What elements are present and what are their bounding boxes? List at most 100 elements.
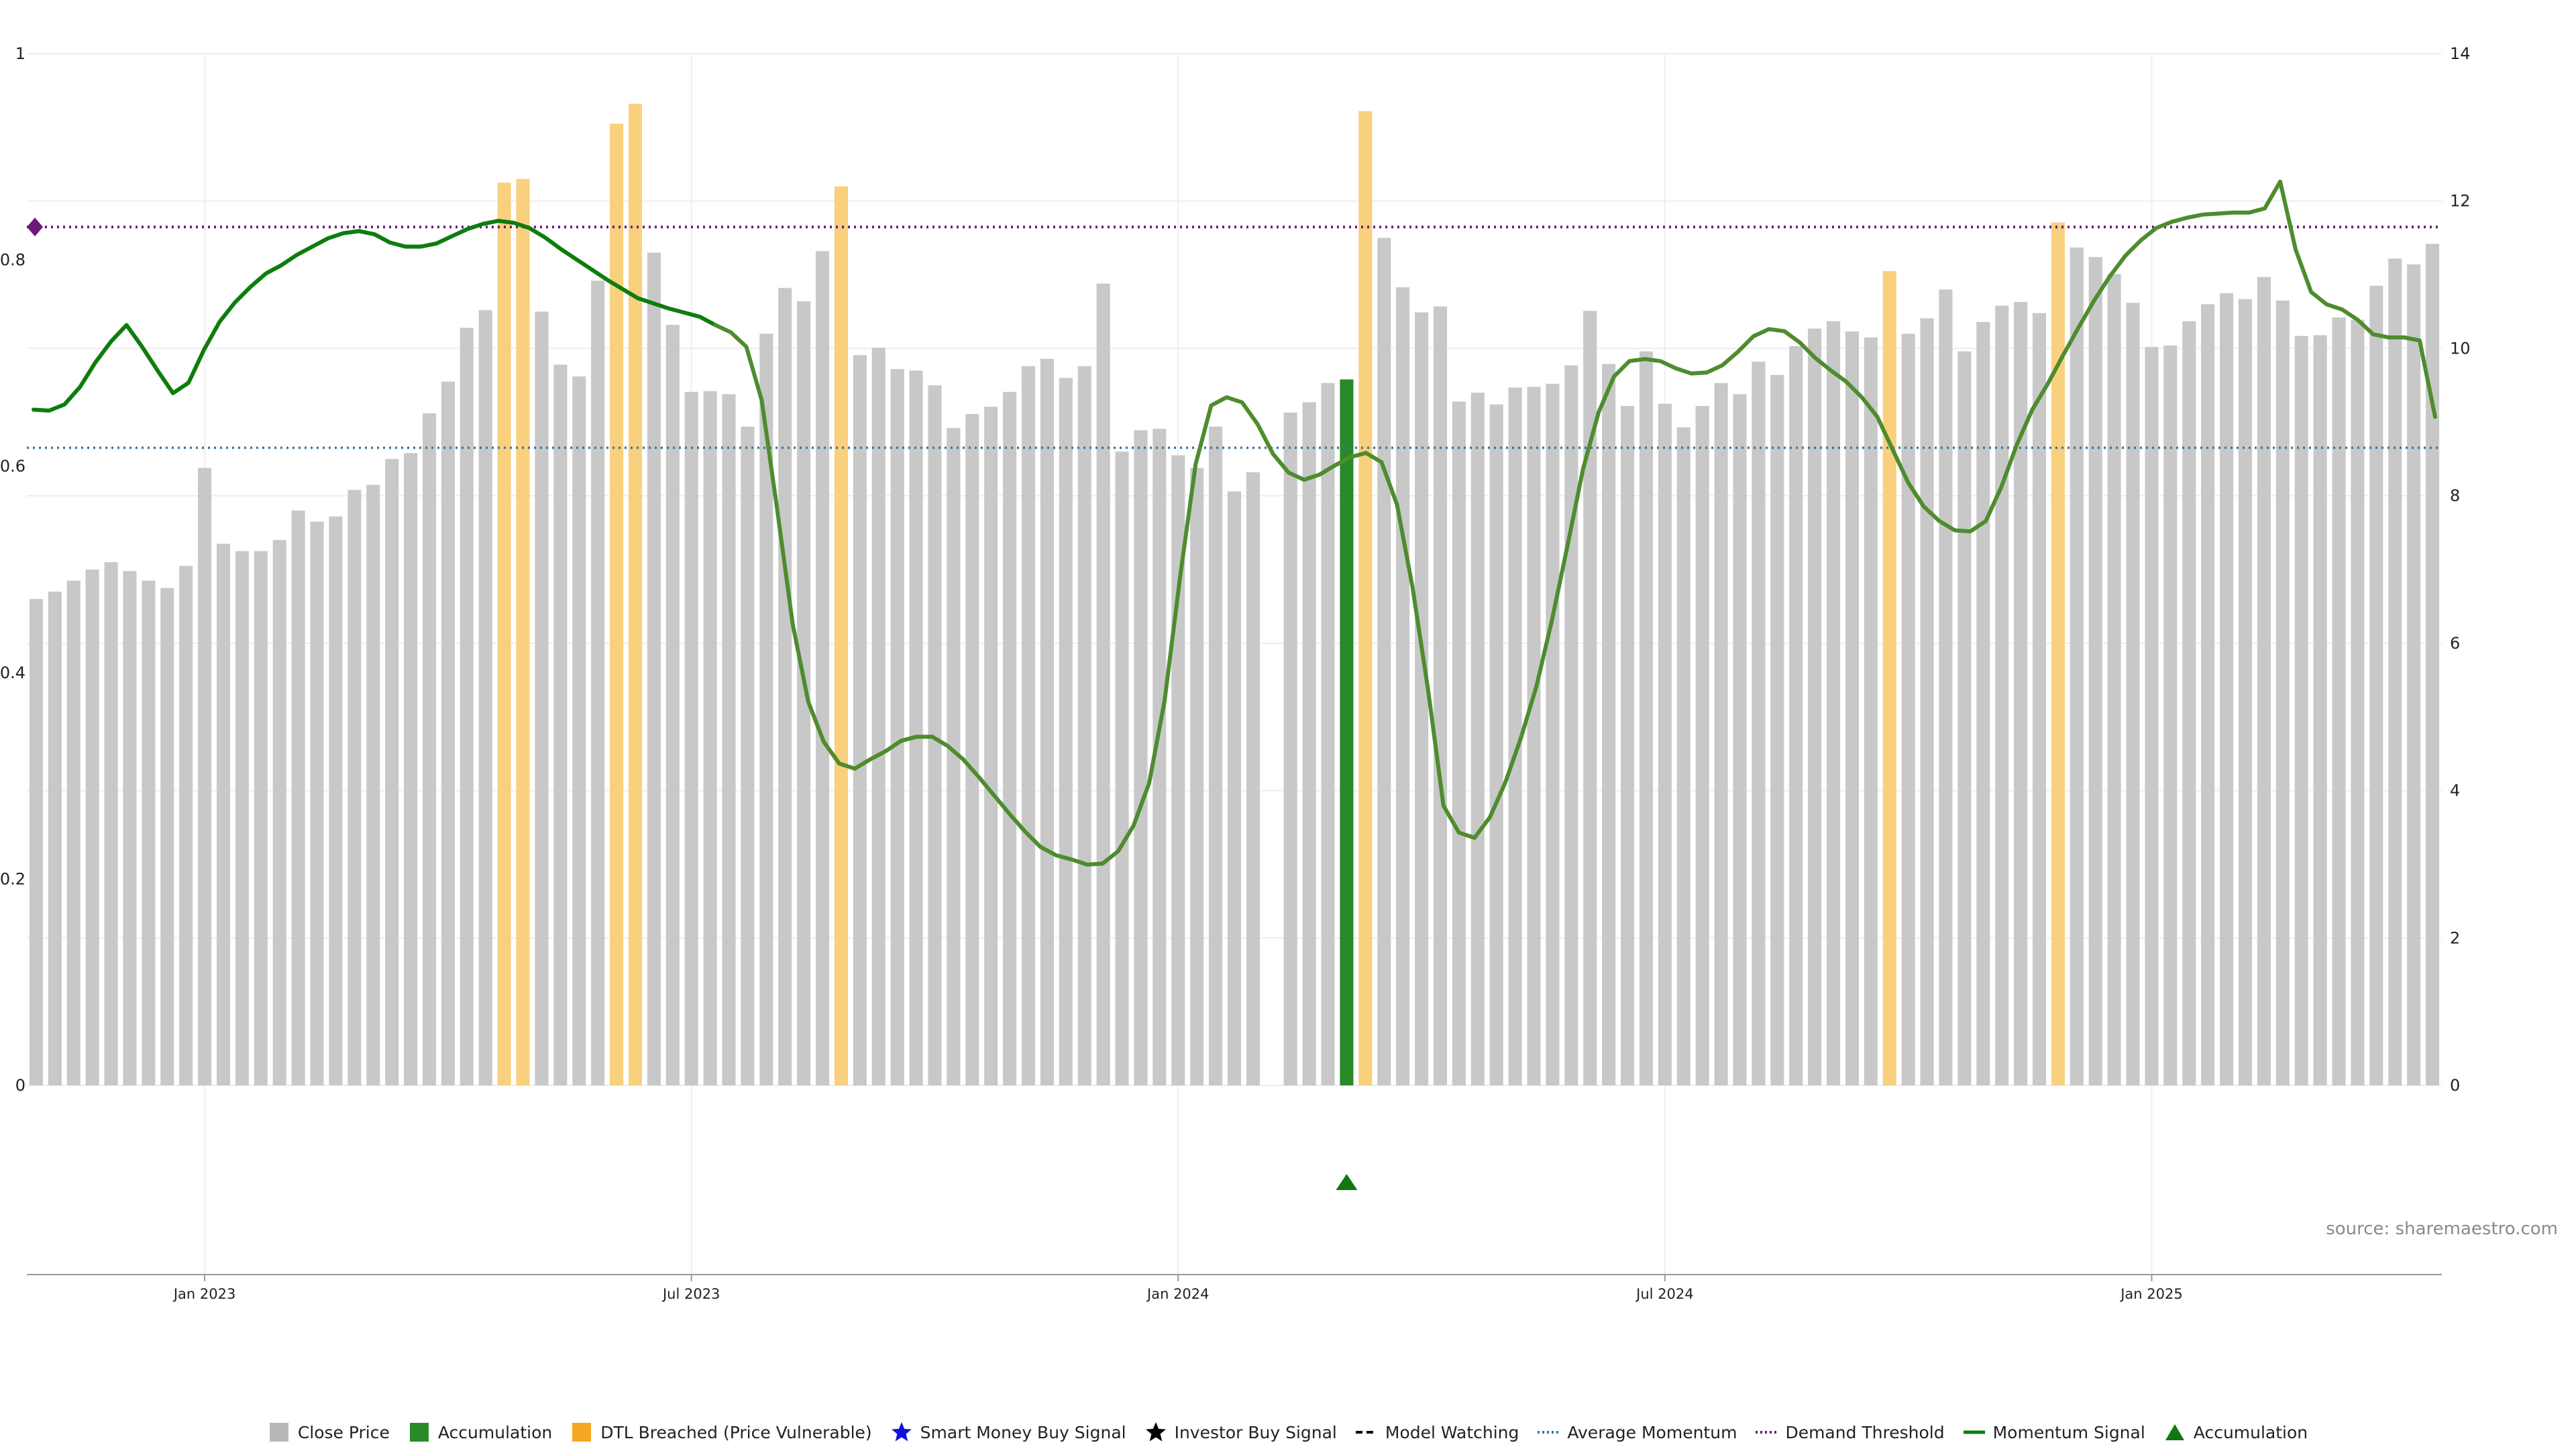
- price-bar: [2088, 257, 2102, 1086]
- left-tick-label: 0.6: [0, 457, 25, 476]
- right-tick-label: 4: [2450, 782, 2460, 800]
- price-bar: [1920, 318, 1934, 1085]
- legend-item: Investor Buy Signal: [1145, 1421, 1337, 1443]
- price-bar: [441, 381, 455, 1085]
- price-bar: [310, 521, 324, 1085]
- price-bar: [816, 251, 830, 1086]
- star-icon: [1145, 1421, 1167, 1443]
- right-tick-label: 8: [2450, 486, 2460, 505]
- price-bar: [1358, 111, 1373, 1085]
- price-bar: [722, 394, 736, 1085]
- legend-label: Accumulation: [437, 1422, 553, 1442]
- legend-item: Model Watching: [1355, 1421, 1519, 1443]
- price-bar: [216, 543, 231, 1085]
- price-bar: [1658, 403, 1672, 1085]
- price-bar: [2407, 264, 2421, 1086]
- legend-item: Accumulation: [409, 1421, 552, 1443]
- price-bar: [422, 413, 437, 1085]
- price-bar: [871, 347, 885, 1085]
- price-bar: [29, 598, 43, 1085]
- price-bar: [516, 178, 530, 1086]
- price-bar: [2388, 258, 2402, 1086]
- star-icon: [891, 1421, 912, 1443]
- price-bar: [1976, 321, 1990, 1085]
- price-bar: [1059, 378, 1073, 1086]
- price-bar: [1283, 413, 1297, 1085]
- price-bar: [1808, 328, 1822, 1086]
- price-bar: [2145, 347, 2159, 1085]
- price-bar: [1789, 346, 1803, 1086]
- price-bar: [142, 580, 156, 1085]
- price-bar: [1770, 374, 1784, 1085]
- left-tick-label: 0.8: [0, 251, 25, 270]
- accumulation-triangle-marker: [1336, 1174, 1358, 1190]
- price-bar: [2126, 303, 2140, 1085]
- price-bar: [1527, 386, 1541, 1086]
- right-tick-label: 6: [2450, 634, 2460, 653]
- triangle-icon: [2164, 1421, 2186, 1443]
- price-bar: [1639, 351, 1653, 1085]
- legend-label: Accumulation: [2193, 1422, 2308, 1442]
- price-bar: [1546, 384, 1560, 1086]
- dotted-line-icon: [1538, 1421, 1560, 1443]
- price-bar: [1676, 427, 1690, 1085]
- right-tick-label: 12: [2450, 192, 2471, 211]
- legend-label: Average Momentum: [1567, 1422, 1737, 1442]
- price-bar: [1901, 333, 1915, 1085]
- legend-item: Close Price: [268, 1421, 390, 1443]
- price-bar: [1602, 364, 1616, 1086]
- left-tick-label: 0.4: [0, 663, 25, 682]
- legend-label: Model Watching: [1385, 1422, 1519, 1442]
- price-bar: [797, 301, 811, 1085]
- price-bar: [1845, 331, 1859, 1086]
- price-bar: [1415, 312, 1429, 1085]
- price-bar: [198, 468, 212, 1085]
- price-bar: [553, 364, 568, 1085]
- price-bar: [48, 591, 62, 1085]
- price-bar: [853, 355, 867, 1086]
- price-bar: [2332, 317, 2346, 1085]
- price-bar: [1077, 366, 1091, 1085]
- legend-item: Average Momentum: [1538, 1421, 1737, 1443]
- price-bar: [572, 376, 586, 1085]
- price-bar: [291, 511, 305, 1085]
- price-bar: [1995, 305, 2009, 1085]
- price-bar: [2369, 286, 2383, 1085]
- price-bar: [909, 370, 923, 1085]
- price-bar: [1209, 426, 1223, 1085]
- square-icon: [571, 1421, 592, 1443]
- price-bar: [160, 588, 174, 1085]
- dotted-line-icon: [1756, 1421, 1778, 1443]
- x-tick-label: Jan 2024: [1146, 1286, 1210, 1302]
- price-bars: [29, 103, 2440, 1086]
- price-bar: [928, 385, 942, 1085]
- x-tick-label: Jul 2024: [1635, 1286, 1693, 1302]
- legend-label: Smart Money Buy Signal: [920, 1422, 1126, 1442]
- legend-item: Smart Money Buy Signal: [891, 1421, 1126, 1443]
- price-bar: [179, 566, 193, 1085]
- price-bar: [404, 453, 418, 1085]
- right-tick-label: 10: [2450, 339, 2471, 358]
- price-bar: [1452, 401, 1466, 1085]
- left-tick-label: 0: [15, 1076, 25, 1095]
- price-bar: [1939, 289, 1953, 1085]
- price-bar: [759, 333, 773, 1085]
- price-bar: [778, 288, 792, 1085]
- price-bar: [1564, 365, 1578, 1085]
- price-bar: [2220, 293, 2234, 1086]
- x-tick-label: Jul 2023: [661, 1286, 720, 1302]
- price-bar: [1752, 362, 1766, 1085]
- price-bar: [1433, 306, 1448, 1085]
- price-bar: [1733, 394, 1747, 1085]
- price-bar: [1321, 383, 1335, 1085]
- price-bar: [2051, 222, 2065, 1085]
- reference-lines: [27, 217, 2442, 449]
- price-bar: [703, 391, 717, 1085]
- right-tick-label: 0: [2450, 1076, 2460, 1095]
- legend-item: Accumulation: [2164, 1421, 2308, 1443]
- right-tick-label: 2: [2450, 928, 2460, 947]
- price-bar: [2275, 301, 2290, 1085]
- price-bar: [1396, 287, 1410, 1086]
